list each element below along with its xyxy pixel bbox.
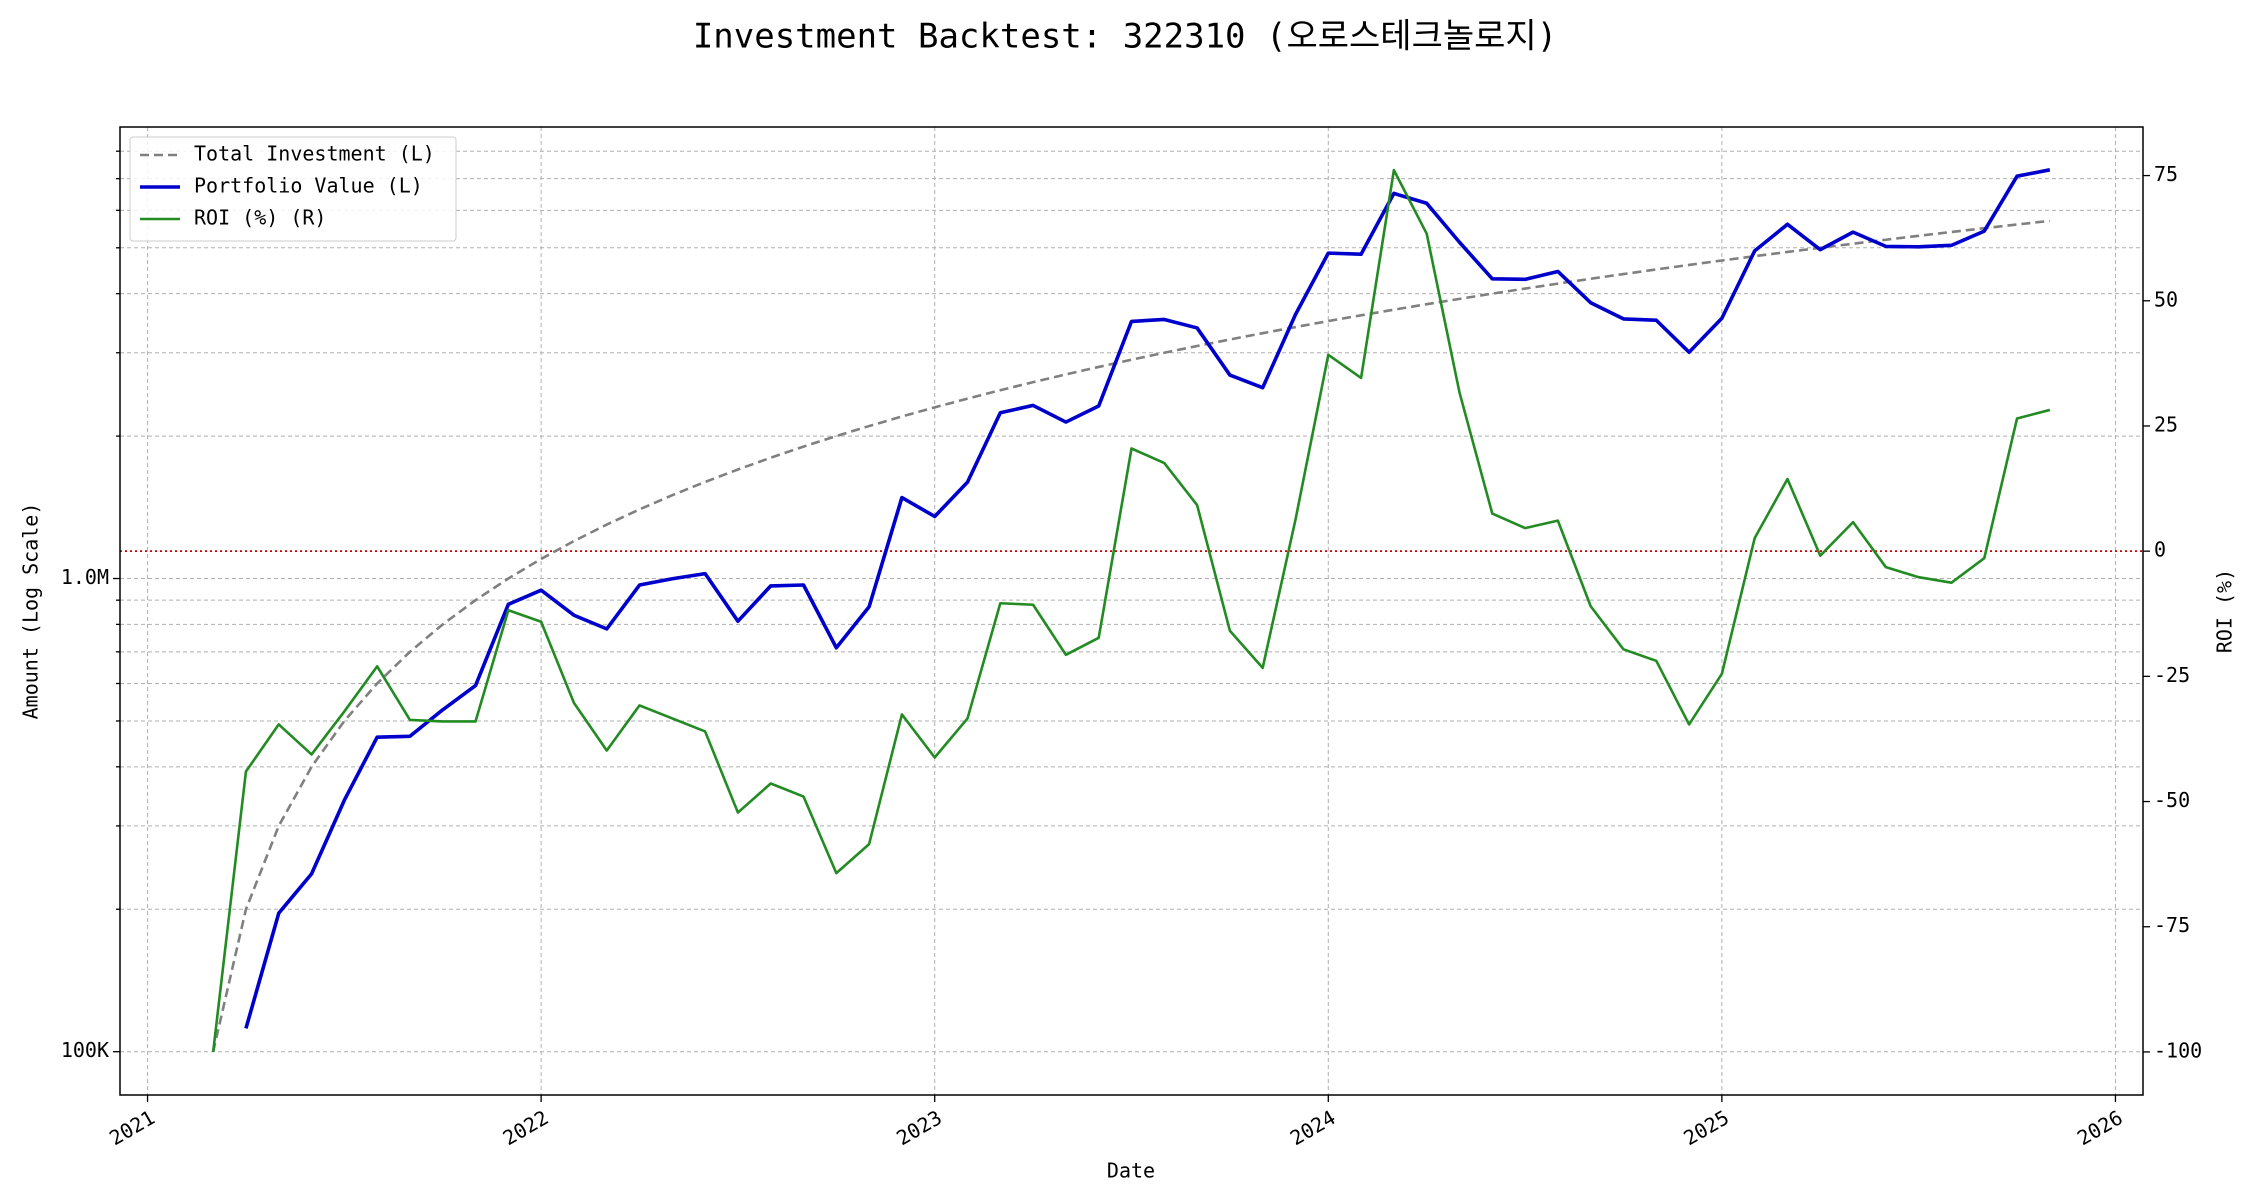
y2-tick-label: 50 (2154, 287, 2178, 311)
axes-frame (119, 126, 2144, 1096)
y2-tick-label: -25 (2154, 663, 2190, 687)
legend-label: ROI (%) (R) (194, 206, 326, 230)
series-line (211, 168, 2051, 1053)
legend-box (129, 136, 457, 242)
chart-title: Investment Backtest: 322310 (오로스테크놀로지) (693, 17, 1557, 57)
legend: Total Investment (L) Portfolio Value (L) R… (129, 136, 457, 242)
legend-label: Total Investment (L) (194, 142, 435, 166)
y-axis-label: Amount (Log Scale) (19, 503, 43, 720)
legend-label: Portfolio Value (L) (194, 174, 423, 198)
y2-tick-label: 25 (2154, 412, 2178, 436)
y2-axis-label: ROI (%) (2213, 569, 2237, 653)
y2-tick-label: 0 (2154, 538, 2166, 562)
series-line (211, 219, 2050, 1052)
series-line (244, 168, 2051, 1029)
y2-tick-label: -75 (2154, 913, 2190, 937)
x-axis-label: Date (1107, 1159, 1155, 1183)
y2-tick-label: -100 (2154, 1038, 2202, 1062)
y2-tick-label: 75 (2154, 162, 2178, 186)
y2-tick-label: -50 (2154, 788, 2190, 812)
y-tick-label: 100K (61, 1038, 109, 1062)
plot-area (120, 168, 2143, 1053)
y-tick-label: 1.0M (61, 565, 109, 589)
